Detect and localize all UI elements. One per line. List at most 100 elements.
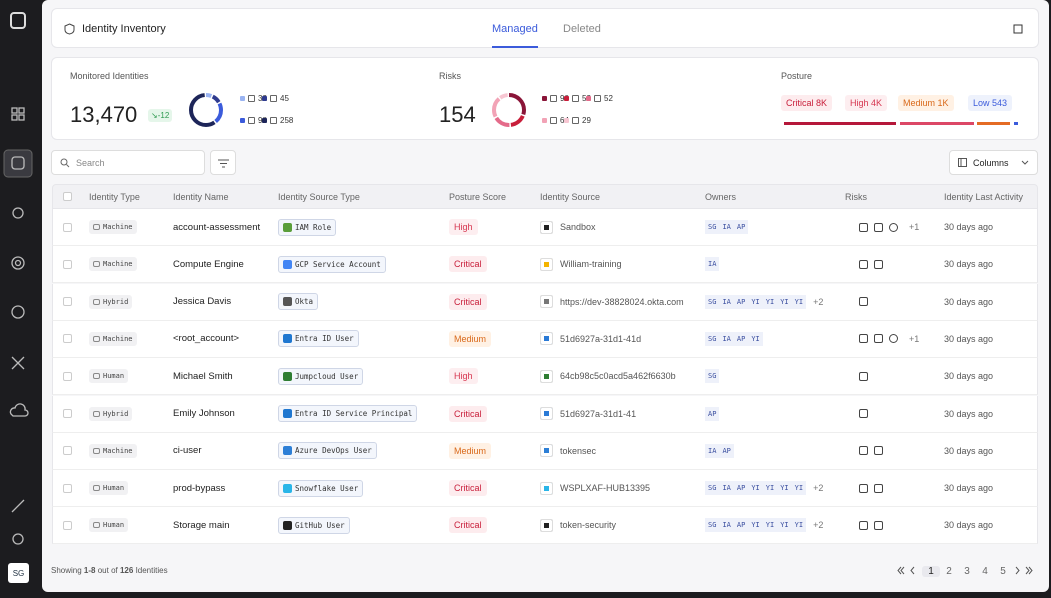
columns-button[interactable]: Columns <box>949 150 1038 175</box>
owner-badge[interactable]: YI <box>791 481 807 496</box>
page-number[interactable]: 5 <box>1000 566 1006 577</box>
checkbox[interactable] <box>63 446 72 456</box>
owner-badge[interactable]: YI <box>748 518 763 533</box>
checkbox[interactable] <box>63 520 72 530</box>
table-row[interactable]: Machine ci-user Azure DevOps User Medium tok… <box>52 432 1038 470</box>
table-row[interactable]: Machine account-assessment IAM Role High San… <box>52 209 1038 246</box>
owner-badge[interactable]: SG <box>705 331 720 346</box>
owner-badge[interactable]: YI <box>791 294 807 309</box>
checkbox[interactable] <box>63 371 72 381</box>
risk-icon[interactable] <box>874 483 883 493</box>
checkbox[interactable] <box>63 259 72 269</box>
posture-critical[interactable]: Critical 8K <box>781 95 833 111</box>
owner-badge[interactable]: SG <box>705 220 720 234</box>
owner-badge[interactable]: YI <box>762 518 778 533</box>
risk-icon[interactable] <box>874 259 883 269</box>
owner-badge[interactable]: YI <box>748 481 763 496</box>
owner-badge[interactable]: AP <box>733 331 749 346</box>
risk-icon[interactable] <box>889 222 898 232</box>
expand-icon[interactable] <box>1013 24 1023 34</box>
risk-icon[interactable] <box>859 259 868 269</box>
next-arrows[interactable] <box>1014 566 1036 575</box>
nav-integrations[interactable] <box>11 356 25 370</box>
page-number[interactable]: 4 <box>982 566 988 577</box>
risk-icon[interactable] <box>859 371 868 381</box>
page-number[interactable]: 3 <box>964 566 970 577</box>
risk-icon[interactable] <box>874 222 883 232</box>
owner-badge[interactable]: YI <box>762 481 778 496</box>
owner-badge[interactable]: YI <box>748 294 763 309</box>
table-row[interactable]: Human Storage main GitHub User Critical toke… <box>52 507 1038 545</box>
owner-badge[interactable]: AP <box>733 481 749 496</box>
owner-badge[interactable]: AP <box>733 294 749 309</box>
risk-icon[interactable] <box>889 334 898 344</box>
table-row[interactable]: Machine <root_account> Entra ID User Medium… <box>52 320 1038 358</box>
nav-cloud[interactable] <box>9 403 29 417</box>
risk-icon[interactable] <box>859 222 868 232</box>
page-number[interactable]: 2 <box>946 566 952 577</box>
risk-icon[interactable] <box>859 409 868 418</box>
posture-high[interactable]: High 4K <box>845 95 888 111</box>
checkbox[interactable] <box>63 192 72 201</box>
nav-dashboard[interactable] <box>11 107 18 114</box>
risk-icon[interactable] <box>859 446 868 456</box>
identity-type: Human <box>89 481 129 496</box>
owner-badge[interactable]: AP <box>733 518 749 533</box>
checkbox[interactable] <box>63 409 72 418</box>
risk-icon[interactable] <box>874 446 883 456</box>
table-row[interactable]: Hybrid Emily Johnson Entra ID Service Prin… <box>52 395 1038 433</box>
table-row[interactable]: Human Michael Smith Jumpcloud User High 64cb… <box>52 358 1038 396</box>
owner-badge[interactable]: IA <box>719 220 734 234</box>
stat-color <box>240 96 245 101</box>
risk-icon[interactable] <box>874 520 883 530</box>
owner-badge[interactable]: YI <box>762 294 778 309</box>
table-row[interactable]: Human prod-bypass Snowflake User Critical WS… <box>52 470 1038 508</box>
owner-badge[interactable]: SG <box>705 518 720 533</box>
owner-badge[interactable]: IA <box>705 257 720 272</box>
checkbox[interactable] <box>63 334 72 344</box>
nav-plugins[interactable] <box>11 499 25 513</box>
avatar[interactable]: SG <box>8 563 29 583</box>
posture-low[interactable]: Low 543 <box>968 95 1013 111</box>
owner-badge[interactable]: SG <box>705 294 720 309</box>
owner-badge[interactable]: IA <box>719 331 734 346</box>
risk-icon[interactable] <box>874 334 883 344</box>
checkbox[interactable] <box>63 222 72 232</box>
risk-icon[interactable] <box>859 483 868 493</box>
owner-badge[interactable]: YI <box>748 331 763 346</box>
owner-badge[interactable]: IA <box>705 443 720 458</box>
risk-icon[interactable] <box>859 520 868 530</box>
owner-badge[interactable]: YI <box>777 481 792 496</box>
search-box[interactable]: Search <box>51 150 205 175</box>
prev-arrows[interactable] <box>897 566 919 575</box>
checkbox[interactable] <box>63 297 72 307</box>
owner-badge[interactable]: AP <box>719 443 734 458</box>
nav-security[interactable] <box>11 305 25 319</box>
owner-badge[interactable]: YI <box>791 518 807 533</box>
owner-badge[interactable]: SG <box>705 481 720 496</box>
owner-badge[interactable]: AP <box>705 406 720 421</box>
risk-icon[interactable] <box>859 297 868 307</box>
last-activity: 30 days ago <box>944 259 994 270</box>
nav-identities[interactable] <box>11 156 25 170</box>
nav-settings[interactable] <box>12 533 24 545</box>
owner-badge[interactable]: YI <box>777 518 792 533</box>
owner-badge[interactable]: IA <box>719 518 734 533</box>
owner-badge[interactable]: IA <box>719 481 734 496</box>
page-number[interactable]: 1 <box>922 566 940 577</box>
owner-badge[interactable]: YI <box>777 294 792 309</box>
risk-icon[interactable] <box>859 334 868 344</box>
tab[interactable]: Deleted <box>563 23 601 35</box>
posture-medium[interactable]: Medium 1K <box>898 95 954 111</box>
owner-badge[interactable]: SG <box>705 369 720 384</box>
nav-target[interactable] <box>11 256 25 270</box>
owner-badge[interactable]: AP <box>733 220 749 234</box>
table-row[interactable]: Hybrid Jessica Davis Okta Critical https://d… <box>52 283 1038 321</box>
owner-badge[interactable]: IA <box>719 294 734 309</box>
tab[interactable]: Managed <box>492 23 538 48</box>
table-row[interactable]: Machine Compute Engine GCP Service Account… <box>52 246 1038 284</box>
filter-button[interactable] <box>210 150 236 175</box>
nav-graph[interactable] <box>12 207 24 219</box>
checkbox[interactable] <box>63 483 72 493</box>
active-nav[interactable] <box>3 149 33 178</box>
